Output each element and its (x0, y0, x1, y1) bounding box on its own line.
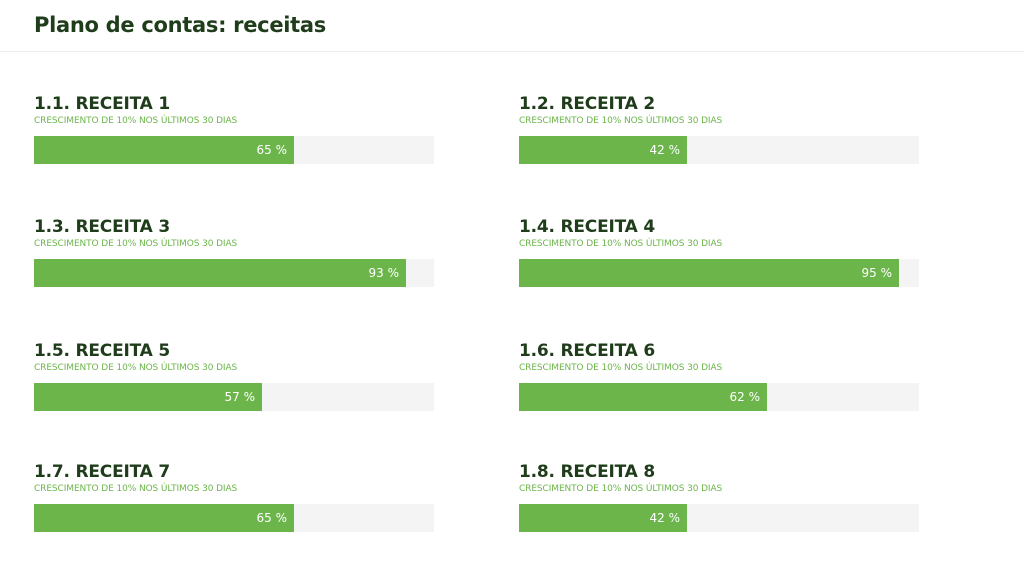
progress-track: 93 % (34, 259, 434, 287)
revenue-card-6: 1.6. RECEITA 6 CRESCIMENTO DE 10% NOS ÚL… (519, 341, 919, 421)
progress-fill: 95 % (519, 259, 899, 287)
revenue-card-7: 1.7. RECEITA 7 CRESCIMENTO DE 10% NOS ÚL… (34, 462, 434, 542)
progress-track: 42 % (519, 504, 919, 532)
revenue-subtitle: CRESCIMENTO DE 10% NOS ÚLTIMOS 30 DIAS (519, 239, 723, 249)
revenue-subtitle: CRESCIMENTO DE 10% NOS ÚLTIMOS 30 DIAS (34, 363, 238, 373)
page-header: Plano de contas: receitas (0, 0, 1024, 52)
revenue-card-8: 1.8. RECEITA 8 CRESCIMENTO DE 10% NOS ÚL… (519, 462, 919, 542)
revenue-subtitle: CRESCIMENTO DE 10% NOS ÚLTIMOS 30 DIAS (34, 484, 238, 494)
progress-percent-label: 65 % (256, 511, 288, 525)
progress-track: 62 % (519, 383, 919, 411)
revenue-subtitle: CRESCIMENTO DE 10% NOS ÚLTIMOS 30 DIAS (519, 363, 723, 373)
progress-fill: 93 % (34, 259, 406, 287)
progress-percent-label: 57 % (224, 390, 256, 404)
progress-fill: 65 % (34, 136, 294, 164)
progress-percent-label: 95 % (861, 266, 893, 280)
progress-percent-label: 62 % (729, 390, 761, 404)
revenue-card-4: 1.4. RECEITA 4 CRESCIMENTO DE 10% NOS ÚL… (519, 217, 919, 297)
page-title: Plano de contas: receitas (34, 13, 326, 37)
progress-track: 65 % (34, 504, 434, 532)
progress-percent-label: 93 % (368, 266, 400, 280)
progress-fill: 65 % (34, 504, 294, 532)
revenue-title: 1.5. RECEITA 5 (34, 341, 170, 361)
progress-track: 42 % (519, 136, 919, 164)
revenue-card-3: 1.3. RECEITA 3 CRESCIMENTO DE 10% NOS ÚL… (34, 217, 434, 297)
progress-track: 57 % (34, 383, 434, 411)
revenue-title: 1.6. RECEITA 6 (519, 341, 655, 361)
revenue-subtitle: CRESCIMENTO DE 10% NOS ÚLTIMOS 30 DIAS (34, 239, 238, 249)
progress-percent-label: 42 % (649, 143, 681, 157)
revenue-title: 1.3. RECEITA 3 (34, 217, 170, 237)
progress-fill: 42 % (519, 136, 687, 164)
revenue-subtitle: CRESCIMENTO DE 10% NOS ÚLTIMOS 30 DIAS (519, 484, 723, 494)
progress-fill: 42 % (519, 504, 687, 532)
progress-fill: 62 % (519, 383, 767, 411)
revenue-title: 1.7. RECEITA 7 (34, 462, 170, 482)
progress-percent-label: 65 % (256, 143, 288, 157)
revenue-card-2: 1.2. RECEITA 2 CRESCIMENTO DE 10% NOS ÚL… (519, 94, 919, 174)
revenue-title: 1.1. RECEITA 1 (34, 94, 170, 114)
progress-track: 65 % (34, 136, 434, 164)
revenue-title: 1.8. RECEITA 8 (519, 462, 655, 482)
progress-percent-label: 42 % (649, 511, 681, 525)
revenue-title: 1.4. RECEITA 4 (519, 217, 655, 237)
revenue-card-1: 1.1. RECEITA 1 CRESCIMENTO DE 10% NOS ÚL… (34, 94, 434, 174)
revenue-card-5: 1.5. RECEITA 5 CRESCIMENTO DE 10% NOS ÚL… (34, 341, 434, 421)
progress-track: 95 % (519, 259, 919, 287)
revenue-subtitle: CRESCIMENTO DE 10% NOS ÚLTIMOS 30 DIAS (519, 116, 723, 126)
progress-fill: 57 % (34, 383, 262, 411)
revenue-subtitle: CRESCIMENTO DE 10% NOS ÚLTIMOS 30 DIAS (34, 116, 238, 126)
revenue-title: 1.2. RECEITA 2 (519, 94, 655, 114)
